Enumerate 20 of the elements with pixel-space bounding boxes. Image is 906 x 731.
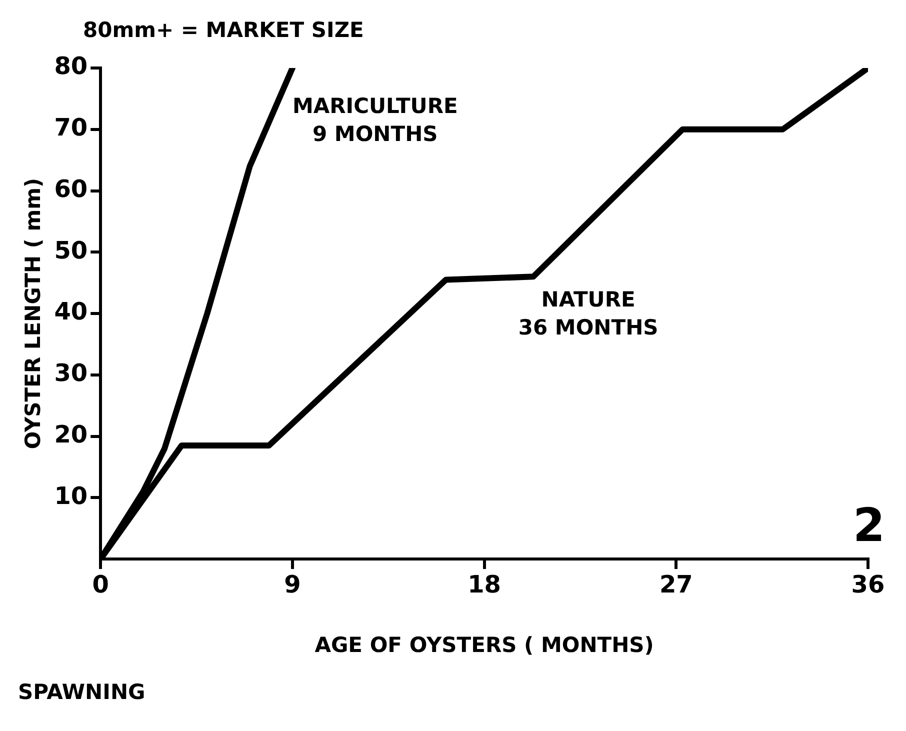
y-tick-label: 40	[54, 298, 88, 326]
x-tick-label: 0	[92, 570, 109, 599]
series-label: MARICULTURE 9 MONTHS	[292, 94, 458, 146]
x-axis-title: AGE OF OYSTERS ( MONTHS)	[314, 632, 654, 657]
chart-title: 80mm+ = MARKET SIZE	[83, 18, 364, 42]
y-tick-label: 60	[54, 174, 88, 203]
x-tick-label: 9	[284, 570, 301, 599]
annotation: 2	[853, 498, 886, 552]
series-label: NATURE 36 MONTHS	[518, 288, 658, 340]
y-tick-label: 70	[54, 114, 88, 142]
y-tick-label: 30	[54, 359, 88, 388]
text: SPAWNING	[18, 680, 146, 704]
y-tick-label: 20	[54, 420, 88, 448]
y-axis-title: OYSTER LENGTH ( mm)	[21, 178, 46, 450]
x-tick-label: 18	[468, 570, 501, 599]
x-tick-label: 36	[851, 570, 885, 599]
y-tick-label: 80	[54, 52, 88, 80]
y-tick-label: 50	[54, 236, 88, 264]
y-tick-label: 10	[54, 482, 88, 510]
x-tick-label: 27	[659, 570, 693, 599]
